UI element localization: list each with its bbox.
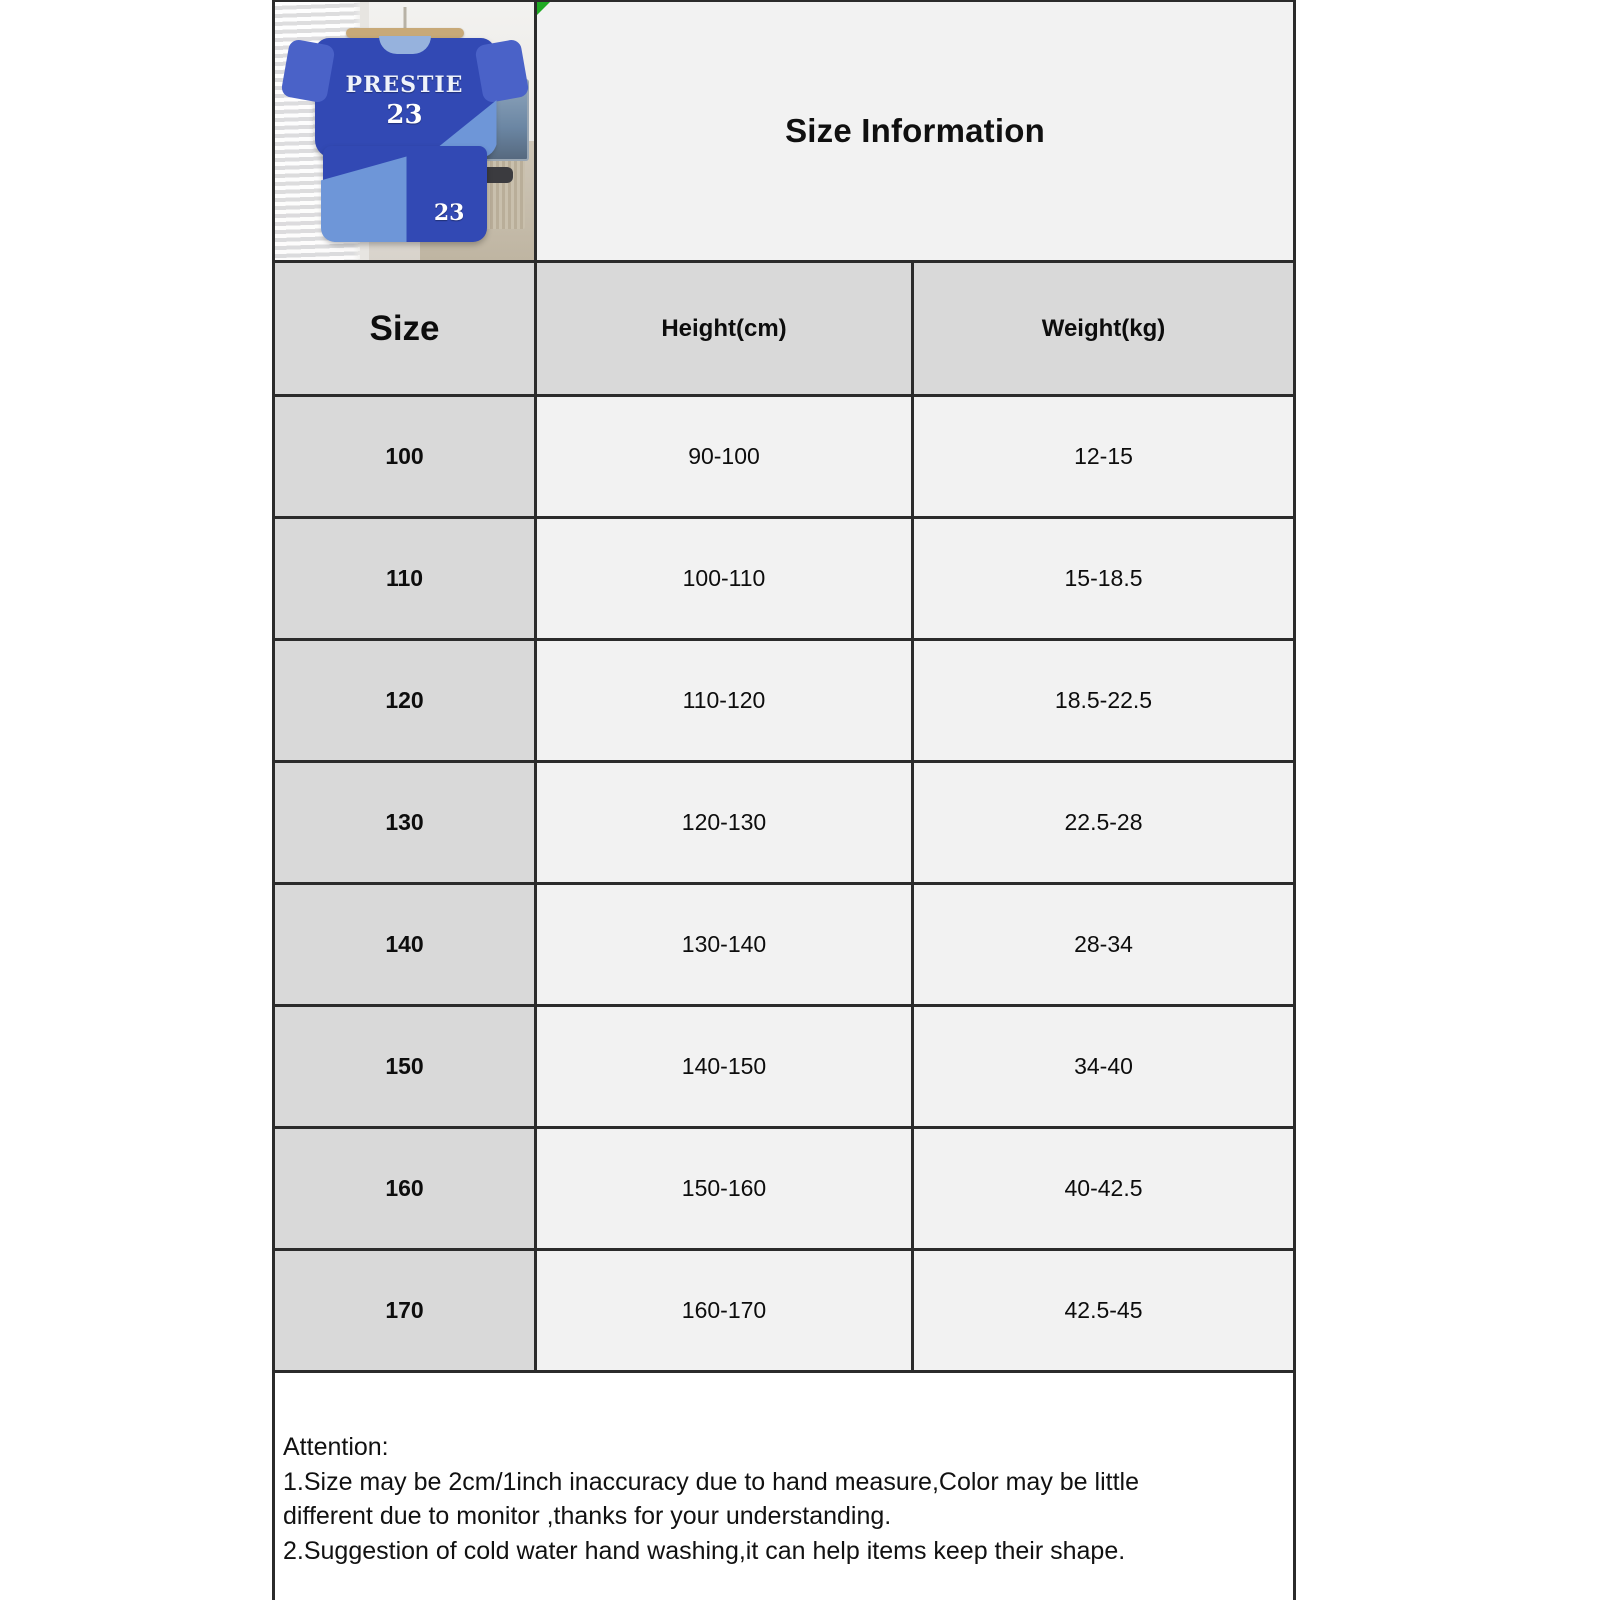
cell-weight: 42.5-45: [910, 1248, 1297, 1373]
table-row: 130 120-130 22.5-28: [272, 760, 1297, 885]
cell-height: 90-100: [534, 394, 914, 519]
product-image-cell: PRESTIE 23 23: [272, 0, 537, 263]
table-row: 110 100-110 15-18.5: [272, 516, 1297, 641]
cell-height: 150-160: [534, 1126, 914, 1251]
table-row: 100 90-100 12-15: [272, 394, 1297, 519]
cell-weight: 22.5-28: [910, 760, 1297, 885]
shirt-number: 23: [386, 100, 423, 131]
shirt-brand-text: PRESTIE: [345, 72, 464, 99]
column-header-row: Size Height(cm) Weight(kg): [272, 260, 1297, 397]
column-header-height: Height(cm): [534, 260, 914, 397]
jersey-shirt: PRESTIE 23: [279, 36, 530, 159]
cell-size: 140: [272, 882, 537, 1007]
table-row: 160 150-160 40-42.5: [272, 1126, 1297, 1251]
cell-weight: 28-34: [910, 882, 1297, 1007]
column-header-weight-label: Weight(kg): [1041, 314, 1166, 342]
cell-weight: 18.5-22.5: [910, 638, 1297, 763]
hanger-hook: [403, 7, 406, 30]
size-information-table: PRESTIE 23 23 Size Information: [271, 0, 1297, 1600]
column-header-size: Size: [272, 260, 537, 397]
hanger-bar: [345, 27, 464, 38]
table-row: 150 140-150 34-40: [272, 1004, 1297, 1129]
shorts-number: 23: [433, 200, 465, 227]
attention-cell: Attention: 1.Size may be 2cm/1inch inacc…: [271, 1370, 1297, 1600]
cell-weight: 34-40: [910, 1004, 1297, 1129]
shorts-color-block: [320, 156, 407, 243]
attention-row: Attention: 1.Size may be 2cm/1inch inacc…: [271, 1370, 1297, 1600]
size-information-title-cell: Size Information: [533, 0, 1297, 263]
cell-height: 100-110: [534, 516, 914, 641]
cell-size: 120: [272, 638, 537, 763]
cell-size: 110: [272, 516, 537, 641]
attention-line-2: different due to monitor ,thanks for you…: [283, 1502, 892, 1530]
attention-line-3: 2.Suggestion of cold water hand washing,…: [283, 1536, 1126, 1565]
attention-line-1: 1.Size may be 2cm/1inch inaccuracy due t…: [283, 1467, 1139, 1496]
table-row: 120 110-120 18.5-22.5: [272, 638, 1297, 763]
attention-text: Attention: 1.Size may be 2cm/1inch inacc…: [283, 1430, 1293, 1568]
cell-size: 130: [272, 760, 537, 885]
cell-size: 100: [272, 394, 537, 519]
cell-size: 170: [272, 1248, 537, 1373]
cell-weight: 40-42.5: [910, 1126, 1297, 1251]
green-corner-marker-icon: [537, 2, 550, 15]
attention-heading: Attention:: [283, 1433, 389, 1461]
table-header-banner-row: PRESTIE 23 23 Size Information: [272, 0, 1297, 263]
cell-height: 140-150: [534, 1004, 914, 1129]
product-photo: PRESTIE 23 23: [275, 2, 534, 260]
cell-height: 120-130: [534, 760, 914, 885]
cell-weight: 12-15: [910, 394, 1297, 519]
cell-size: 160: [272, 1126, 537, 1251]
table-row: 170 160-170 42.5-45: [272, 1248, 1297, 1373]
column-header-weight: Weight(kg): [910, 260, 1297, 397]
column-header-size-label: Size: [369, 308, 440, 348]
column-header-height-label: Height(cm): [661, 314, 787, 342]
cell-height: 110-120: [534, 638, 914, 763]
table-row: 140 130-140 28-34: [272, 882, 1297, 1007]
shirt-collar: [378, 36, 431, 55]
page-title: Size Information: [785, 112, 1045, 149]
cell-weight: 15-18.5: [910, 516, 1297, 641]
cell-height: 130-140: [534, 882, 914, 1007]
cell-height: 160-170: [534, 1248, 914, 1373]
cell-size: 150: [272, 1004, 537, 1129]
jersey-shorts: 23: [320, 146, 487, 243]
